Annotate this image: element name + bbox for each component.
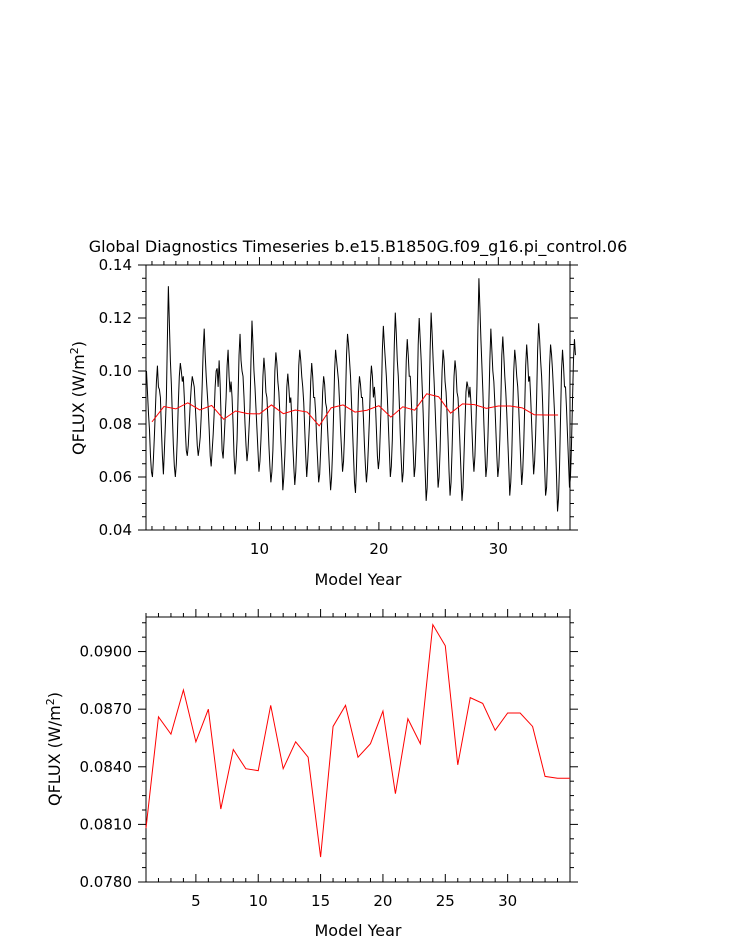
top-x-tick-label: 30 bbox=[489, 540, 508, 558]
bottom-x-tick-label: 15 bbox=[311, 892, 330, 910]
bottom-y-axis-label: QFLUX (W/m2) bbox=[44, 692, 64, 806]
bottom-annual-series-line bbox=[145, 623, 570, 858]
top-x-tick-label: 20 bbox=[369, 540, 388, 558]
bottom-x-tick-label: 30 bbox=[498, 892, 517, 910]
top-y-axis-label: QFLUX (W/m2) bbox=[68, 341, 88, 455]
bottom-x-tick-label: 5 bbox=[191, 892, 201, 910]
top-panel: 10 20 30 0.04 0.06 0.08 0.10 0.12 0.14 Model Yea… bbox=[68, 256, 578, 589]
top-y-tick-label: 0.14 bbox=[99, 256, 132, 274]
top-x-tick-label: 10 bbox=[250, 540, 269, 558]
top-y-tick-label: 0.08 bbox=[99, 415, 132, 433]
top-y-tick-label: 0.04 bbox=[99, 521, 132, 539]
top-y-tick-label: 0.12 bbox=[99, 309, 132, 327]
bottom-x-tick-label: 20 bbox=[373, 892, 392, 910]
bottom-y-tick-label: 0.0780 bbox=[80, 873, 133, 891]
top-x-axis-label: Model Year bbox=[315, 570, 402, 589]
bottom-plot-frame bbox=[145, 616, 571, 883]
bottom-x-tick-label: 25 bbox=[436, 892, 455, 910]
bottom-panel: 5 10 15 20 25 30 0.0780 0.0810 0.0840 0.0870 0.090… bbox=[44, 609, 578, 940]
chart-title: Global Diagnostics Timeseries b.e15.B185… bbox=[89, 237, 628, 257]
top-y-tick-label: 0.10 bbox=[99, 362, 132, 380]
top-monthly-series-line bbox=[145, 278, 576, 512]
bottom-x-tick-label: 10 bbox=[249, 892, 268, 910]
bottom-y-tick-label: 0.0810 bbox=[80, 815, 133, 833]
top-annual-series-line bbox=[151, 393, 559, 427]
bottom-y-tick-label: 0.0870 bbox=[80, 700, 133, 718]
top-y-tick-label: 0.06 bbox=[99, 468, 132, 486]
bottom-y-tick-label: 0.0900 bbox=[80, 643, 133, 661]
bottom-x-axis-label: Model Year bbox=[315, 921, 402, 940]
bottom-y-tick-label: 0.0840 bbox=[80, 758, 133, 776]
